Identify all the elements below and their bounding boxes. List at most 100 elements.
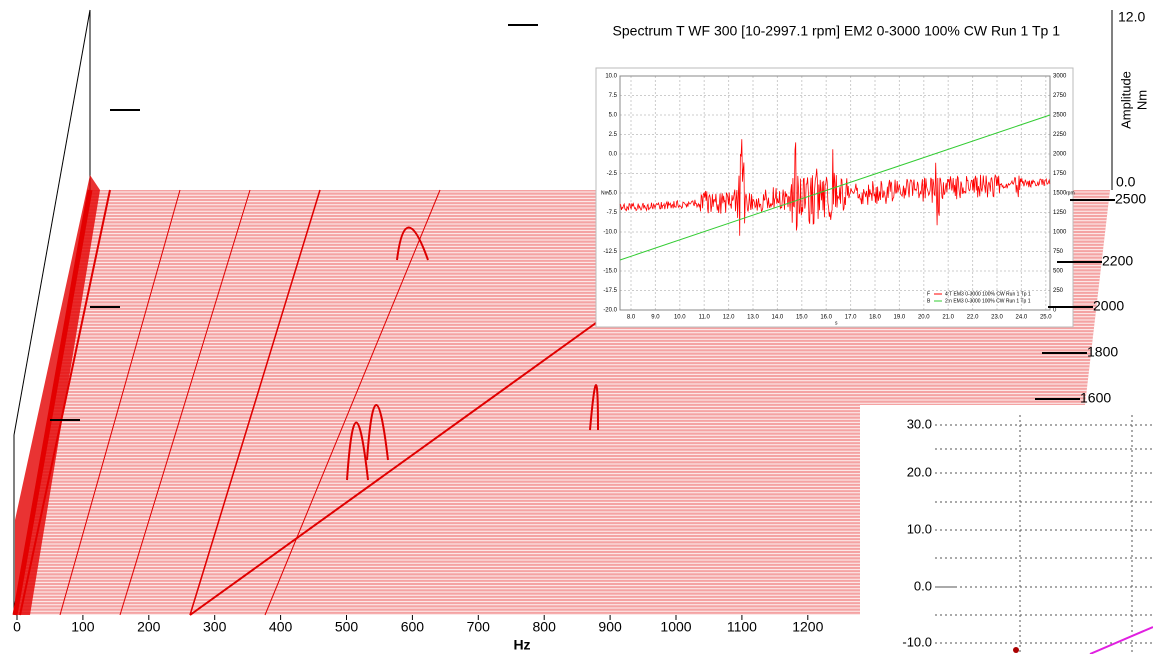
y2-tick-label: 2250 <box>1053 132 1067 138</box>
frame-edge <box>13 9 91 436</box>
y2-tick-label: 2750 <box>1053 93 1067 99</box>
x-tick-label: 10.0 <box>674 315 686 321</box>
y2-tick-label: 2500 <box>1053 113 1067 119</box>
x-tick-label: 18.0 <box>869 315 881 321</box>
rpm-tick-label: 2200 <box>1102 253 1133 269</box>
x-tick-label: 400 <box>269 619 293 635</box>
x-tick-label: 14.0 <box>772 315 784 321</box>
time-inset: 10.0 7.5 5.0 2.5 0.0 -2.5 -5.0 -7.5 -10.0 -12.5 -1… <box>595 67 1075 328</box>
y-tick-label: -12.5 <box>603 249 617 255</box>
x-tick-label: 0 <box>13 619 21 635</box>
ridge <box>264 189 441 616</box>
plot-frame <box>619 75 1051 311</box>
bottom-inset: 30.0 20.0 10.0 0.0 -10.0 <box>860 405 1153 654</box>
y-tick-label: 7.5 <box>609 93 618 99</box>
y-tick-label: 10.0 <box>907 521 932 536</box>
x-tick-label: 700 <box>467 619 491 635</box>
amplitude-label: Amplitude <box>1118 71 1133 129</box>
y2-tick-label: 2000 <box>1053 152 1067 158</box>
rpm-tick-label: 2500 <box>1115 191 1146 207</box>
y-tick-label: 10.0 <box>605 74 617 80</box>
y2-tick-label: 1250 <box>1053 210 1067 216</box>
x-tick-label: 23.0 <box>991 315 1003 321</box>
rpm-tick-label: 1800 <box>1087 344 1118 360</box>
y-tick-label: -17.5 <box>603 288 617 294</box>
x-tick-label: 15.0 <box>796 315 808 321</box>
y2-tick-label: 750 <box>1053 249 1064 255</box>
rpm-tick-label: 1600 <box>1080 390 1111 406</box>
x-tick-label: 1100 <box>727 619 757 635</box>
x-tick-label: 9.0 <box>651 315 660 321</box>
plot-title: Spectrum T WF 300 [10-2997.1 rpm] EM2 0-… <box>613 23 1061 39</box>
ridge <box>59 189 181 616</box>
y-tick-label: 0.0 <box>609 152 618 158</box>
y-tick-label: 0.0 <box>914 578 932 593</box>
y2-tick-label: 250 <box>1053 288 1064 294</box>
x-tick-label: 21.0 <box>942 315 954 321</box>
ridge <box>119 189 251 616</box>
trace <box>1089 626 1153 654</box>
ridge <box>189 189 321 616</box>
legend-text: 2:n EM3 0-3000 100% CW Run 1 Tp 1 <box>945 298 1031 304</box>
inset-panel <box>595 67 1074 328</box>
x-tick-label: 1000 <box>660 619 691 635</box>
x-tick-label: 200 <box>137 619 161 635</box>
resonance <box>589 384 599 431</box>
y2-tick-label: 500 <box>1053 269 1064 275</box>
ridge <box>189 319 601 616</box>
signal <box>619 139 1051 236</box>
left-wall <box>15 175 100 615</box>
y2-tick-label: 1750 <box>1053 171 1067 177</box>
x-tick-label: 500 <box>335 619 359 635</box>
x-tick-label: 13.0 <box>747 315 759 321</box>
x-tick-label: 8.0 <box>627 315 636 321</box>
legend-marker: F <box>927 291 930 297</box>
y-tick-label: -5.0 <box>607 191 618 197</box>
y-tick-label: 5.0 <box>609 113 618 119</box>
x-tick-label: 17.0 <box>845 315 857 321</box>
resonance <box>366 404 389 461</box>
amplitude-tick: 12.0 <box>1118 9 1145 25</box>
legend-text: 4:T EM3 0-3000 100% CW Run 1 Tp 1 <box>945 291 1031 297</box>
x-tick-label: 25.0 <box>1040 315 1052 321</box>
x-tick-label: 800 <box>533 619 557 635</box>
y-tick-label: -10.0 <box>603 230 617 236</box>
speed-line <box>619 114 1051 261</box>
y2-tick-label: 1500 <box>1053 191 1067 197</box>
x-tick-label: 22.0 <box>967 315 979 321</box>
x-tick-label: 20.0 <box>918 315 930 321</box>
y-tick-label: 20.0 <box>907 464 932 479</box>
y-tick-label: 30.0 <box>907 416 932 431</box>
trace-dot <box>1013 647 1019 653</box>
legend-marker: B <box>927 298 931 304</box>
x-tick-label: 600 <box>401 619 425 635</box>
x-tick-label: 19.0 <box>894 315 906 321</box>
x-tick-label: 1200 <box>792 619 823 635</box>
y-tick-label: -15.0 <box>603 269 617 275</box>
y-tick-label: -20.0 <box>603 308 617 314</box>
x-tick-label: 24.0 <box>1016 315 1028 321</box>
y-tick-label: -10.0 <box>902 634 932 649</box>
resonance <box>346 421 369 481</box>
x-axis-label: s <box>835 320 838 326</box>
y2-axis-label: rpm <box>1066 190 1075 196</box>
x-axis-label: Hz <box>513 637 530 653</box>
rpm-tick-label: 2000 <box>1093 298 1124 314</box>
y2-tick-label: 3000 <box>1053 74 1067 80</box>
amplitude-tick: 0.0 <box>1116 174 1136 190</box>
y-tick-label: 2.5 <box>609 132 618 138</box>
resonance <box>396 226 429 261</box>
x-tick-label: 16.0 <box>820 315 832 321</box>
y2-tick-label: 1000 <box>1053 230 1067 236</box>
x-tick-label: 900 <box>598 619 622 635</box>
y-tick-label: -2.5 <box>607 171 618 177</box>
x-tick-label: 12.0 <box>723 315 735 321</box>
y2-tick-label: 0 <box>1053 308 1057 314</box>
y-tick-label: -7.5 <box>607 210 618 216</box>
x-tick-label: 100 <box>71 619 95 635</box>
x-tick-label: 11.0 <box>699 315 711 321</box>
x-tick-label: 300 <box>203 619 227 635</box>
y-axis-label: Nm <box>601 190 609 196</box>
